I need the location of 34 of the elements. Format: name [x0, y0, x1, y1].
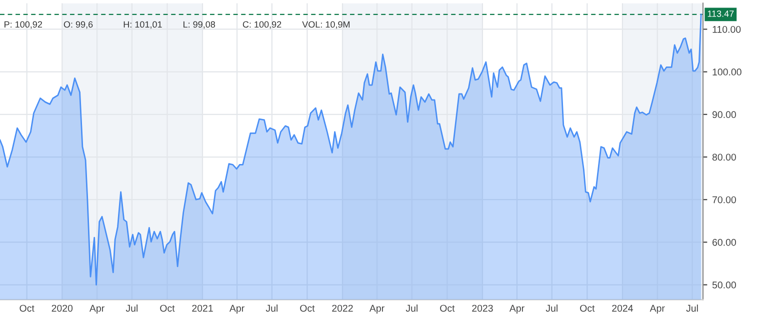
- x-tick-label: Jul: [686, 304, 698, 312]
- x-tick-label: Jul: [406, 304, 418, 312]
- x-tick-label: 2024: [612, 304, 633, 312]
- y-tick-label: 100.00: [712, 68, 742, 76]
- x-tick-label: Jul: [266, 304, 278, 312]
- x-tick-label: Apr: [650, 304, 665, 314]
- x-tick-label: Oct: [300, 304, 315, 312]
- x-tick-label: 2020: [52, 304, 73, 312]
- x-tick-label: Oct: [440, 304, 455, 312]
- x-tick-label: Apr: [369, 304, 384, 314]
- x-tick-label: Oct: [580, 304, 595, 312]
- x-tick-label: 2021: [192, 304, 213, 312]
- y-tick-label: 50.00: [712, 282, 736, 288]
- annotation: VOL: 10,9M: [302, 21, 350, 29]
- x-tick-label: 2023: [472, 304, 493, 312]
- y-tick-label: 60.00: [712, 238, 736, 246]
- x-tick-label: 2022: [332, 304, 353, 312]
- y-tick-label: 90.00: [712, 111, 736, 118]
- annotation: O: 99,6: [64, 21, 93, 29]
- annotation: L: 99,08: [184, 21, 216, 29]
- x-tick-label: Oct: [20, 304, 34, 312]
- x-tick-label: Apr: [89, 304, 104, 314]
- y-tick-label: 70.00: [712, 196, 736, 204]
- annotation: C: 100,92: [242, 21, 282, 29]
- x-tick-label: Oct: [160, 304, 175, 312]
- annotation: P: 100,92: [4, 21, 42, 29]
- ref-line-label: 113.47: [708, 10, 734, 17]
- y-tick-label: 80.00: [712, 154, 736, 161]
- x-tick-label: Jul: [126, 304, 138, 312]
- x-tick-label: Apr: [509, 304, 524, 314]
- x-tick-label: Jul: [546, 304, 558, 312]
- annotation: H: 101,01: [124, 21, 162, 29]
- y-tick-label: 110.00: [712, 26, 741, 33]
- x-tick-label: Apr: [229, 304, 244, 314]
